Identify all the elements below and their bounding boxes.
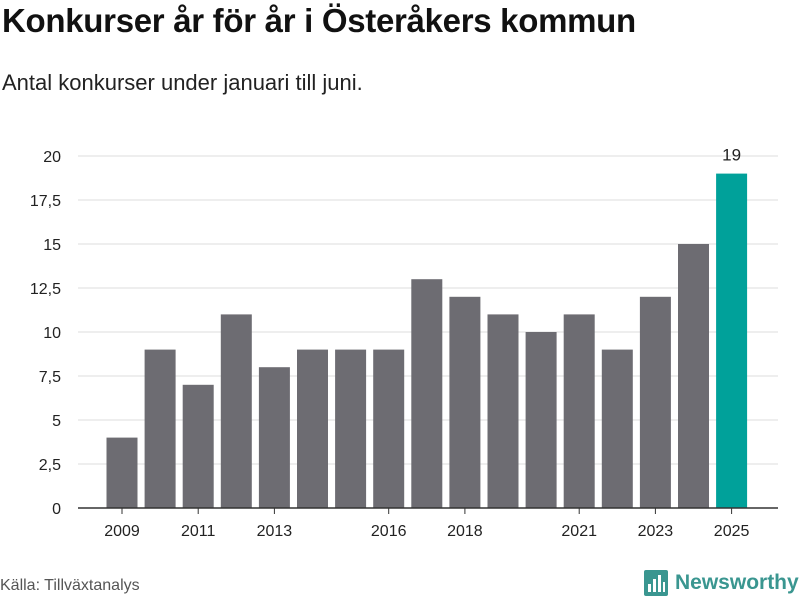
bar-2017 bbox=[411, 279, 443, 508]
x-tick-label: 2016 bbox=[371, 523, 407, 540]
bar-2012 bbox=[220, 314, 252, 508]
bar-2010 bbox=[144, 349, 176, 508]
x-tick-label: 2011 bbox=[181, 523, 216, 540]
y-tick-label: 20 bbox=[43, 149, 61, 166]
x-tick-label: 2023 bbox=[638, 523, 674, 540]
x-tick-label: 2009 bbox=[104, 523, 140, 540]
data-label: 19 bbox=[722, 146, 741, 165]
bar-2025 bbox=[716, 173, 748, 508]
bar-2024 bbox=[678, 244, 709, 508]
brand-name: Newsworthy bbox=[675, 571, 799, 594]
chart-subtitle: Antal konkurser under januari till juni. bbox=[2, 70, 363, 95]
bar-2018 bbox=[449, 296, 481, 508]
x-axis-ticks: 2009 2011 2013 2016 2018 2021 2023 2025 bbox=[104, 508, 749, 540]
bar-2021 bbox=[563, 314, 595, 508]
x-tick-label: 2021 bbox=[561, 523, 597, 540]
source-note: Källa: Tillväxtanalys bbox=[0, 577, 140, 594]
y-axis-ticks: 0 2,5 5 7,5 10 12,5 15 17,5 20 bbox=[30, 149, 61, 518]
bar-2022 bbox=[601, 349, 633, 508]
y-tick-label: 17,5 bbox=[30, 193, 61, 210]
chart-title: Konkurser år för år i Österåkers kommun bbox=[2, 2, 636, 39]
bar-2020 bbox=[525, 332, 557, 508]
x-tick-label: 2018 bbox=[447, 523, 483, 540]
bar-2013 bbox=[258, 367, 290, 508]
brand-logo: Newsworthy bbox=[644, 570, 799, 596]
y-tick-label: 7,5 bbox=[39, 369, 61, 386]
bar-2015 bbox=[335, 349, 367, 508]
y-tick-label: 5 bbox=[52, 413, 61, 430]
bar-2016 bbox=[373, 349, 405, 508]
data-labels: 19 bbox=[722, 146, 741, 165]
bars bbox=[106, 173, 748, 508]
x-tick-label: 2013 bbox=[257, 523, 293, 540]
y-tick-label: 10 bbox=[43, 325, 61, 342]
bar-chart-logo-icon bbox=[644, 570, 668, 596]
bar-2009 bbox=[106, 437, 138, 508]
bar-2014 bbox=[297, 349, 328, 508]
bar-2011 bbox=[182, 384, 214, 508]
y-tick-label: 0 bbox=[52, 501, 61, 518]
y-tick-label: 2,5 bbox=[39, 457, 61, 474]
bar-2023 bbox=[639, 296, 671, 508]
y-tick-label: 15 bbox=[43, 237, 61, 254]
y-tick-label: 12,5 bbox=[30, 281, 61, 298]
x-tick-label: 2025 bbox=[714, 523, 750, 540]
bar-2019 bbox=[487, 314, 519, 508]
